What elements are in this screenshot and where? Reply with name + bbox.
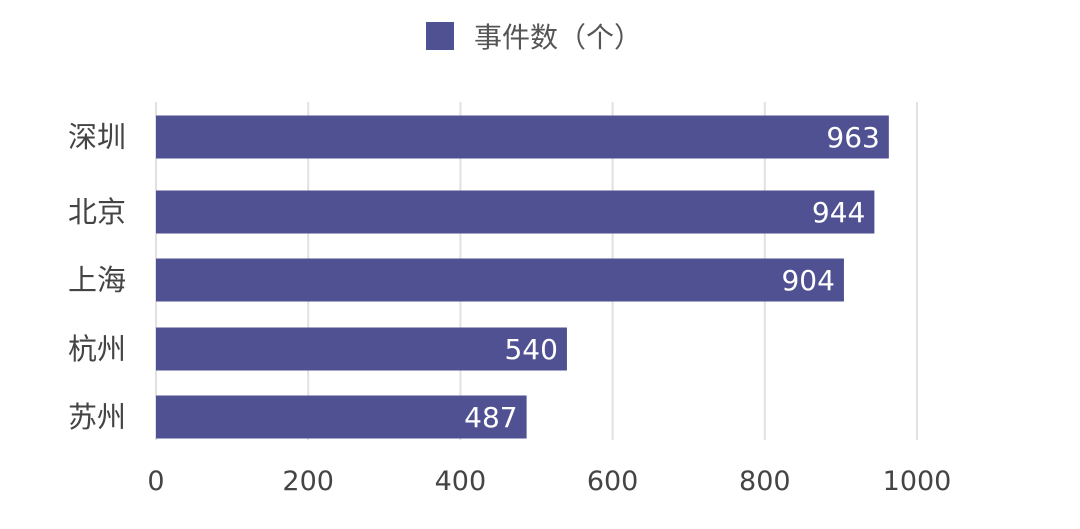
x-tick-label: 800 bbox=[739, 466, 791, 497]
category-label: 北京 bbox=[68, 195, 126, 229]
legend-label: 事件数（个） bbox=[474, 21, 642, 54]
x-tick-label: 600 bbox=[587, 466, 639, 497]
x-axis-ticks: 0 200 400 600 800 1000 bbox=[147, 466, 951, 497]
category-label: 上海 bbox=[68, 263, 126, 297]
bar bbox=[156, 327, 567, 371]
x-tick-label: 400 bbox=[435, 466, 487, 497]
category-label: 苏州 bbox=[68, 400, 126, 434]
x-tick-label: 1000 bbox=[883, 466, 952, 497]
value-label: 944 bbox=[812, 196, 865, 229]
bar bbox=[156, 190, 875, 234]
category-label: 杭州 bbox=[68, 332, 126, 366]
value-label: 963 bbox=[826, 121, 879, 154]
legend-swatch bbox=[426, 22, 454, 50]
bar bbox=[156, 115, 889, 159]
value-label: 904 bbox=[781, 264, 834, 297]
value-label: 487 bbox=[464, 401, 517, 434]
value-label: 540 bbox=[504, 333, 557, 366]
x-tick-label: 0 bbox=[147, 466, 164, 497]
category-label: 深圳 bbox=[68, 120, 126, 154]
x-tick-label: 200 bbox=[282, 466, 334, 497]
bar bbox=[156, 395, 527, 439]
bars bbox=[156, 115, 889, 439]
legend: 事件数（个） bbox=[426, 21, 642, 54]
value-labels: 963 944 904 540 487 bbox=[464, 121, 880, 434]
bar bbox=[156, 258, 844, 302]
